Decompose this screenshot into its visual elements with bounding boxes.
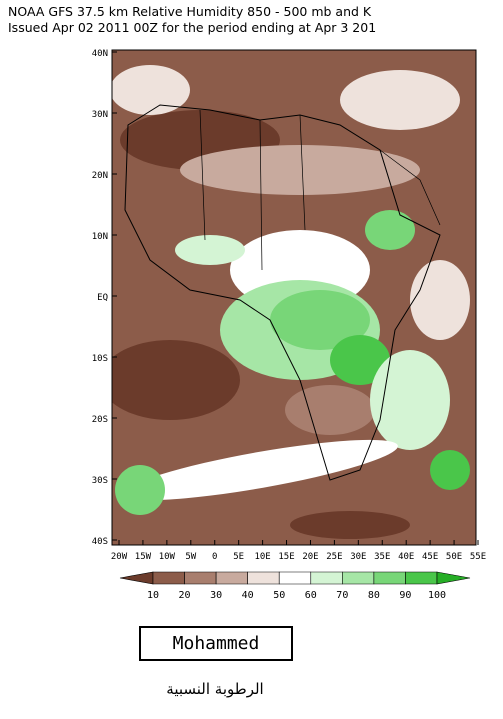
colorbar-swatch: [215, 571, 248, 585]
colorbar-swatch: [152, 571, 185, 585]
lat-label: 20N: [92, 171, 108, 181]
colorbar-swatch: [119, 571, 154, 585]
lon-label: 5E: [233, 552, 244, 562]
lon-label: 10E: [254, 552, 270, 562]
title-line1: NOAA GFS 37.5 km Relative Humidity 850 -…: [8, 4, 372, 19]
lon-label: 30E: [350, 552, 366, 562]
lat-label: 20S: [92, 415, 108, 425]
colorbar-label: 100: [428, 590, 446, 601]
lon-label: 55E: [470, 552, 486, 562]
colorbar-label: 40: [242, 590, 254, 601]
colorbar-swatch: [436, 571, 471, 585]
signature-box: [139, 626, 293, 661]
signature: Mohammed: [173, 633, 260, 654]
colorbar-label: 80: [368, 590, 380, 601]
lat-label: 30N: [92, 110, 108, 120]
lon-label: 5W: [185, 552, 196, 562]
lon-label: 50E: [446, 552, 462, 562]
colorbar-label: 30: [210, 590, 222, 601]
map-field: [112, 50, 476, 545]
lat-label: 40S: [92, 537, 108, 547]
lon-label: 20W: [111, 552, 128, 562]
colorbar-swatch: [310, 571, 343, 585]
colorbar-swatch: [373, 571, 406, 585]
lat-label: 40N: [92, 49, 108, 59]
lon-label: 45E: [422, 552, 438, 562]
lat-label: 10S: [92, 354, 108, 364]
colorbar-swatch: [342, 571, 375, 585]
lat-label: 30S: [92, 476, 108, 486]
colorbar-label: 20: [179, 590, 191, 601]
lon-label: 15W: [135, 552, 152, 562]
map-frame: [111, 49, 477, 546]
colorbar-label: 90: [399, 590, 411, 601]
colorbar-swatch: [184, 571, 217, 585]
colorbar-label: 70: [336, 590, 348, 601]
colorbar-swatch: [405, 571, 438, 585]
lon-label: 40E: [398, 552, 414, 562]
lon-label: 10W: [159, 552, 176, 562]
colorbar-label: 50: [273, 590, 285, 601]
colorbar-swatch: [278, 571, 312, 585]
lat-label: EQ: [97, 293, 108, 303]
colorbar-label: 10: [147, 590, 159, 601]
title-line2: Issued Apr 02 2011 00Z for the period en…: [8, 20, 376, 35]
caption: الرطوبة النسبية: [166, 680, 263, 698]
lat-label: 10N: [92, 232, 108, 242]
lon-label: 35E: [374, 552, 390, 562]
lon-label: 0: [212, 552, 217, 562]
colorbar-swatch: [247, 571, 280, 585]
lon-label: 20E: [302, 552, 318, 562]
lon-label: 25E: [326, 552, 342, 562]
colorbar-label: 60: [305, 590, 317, 601]
lon-label: 15E: [278, 552, 294, 562]
